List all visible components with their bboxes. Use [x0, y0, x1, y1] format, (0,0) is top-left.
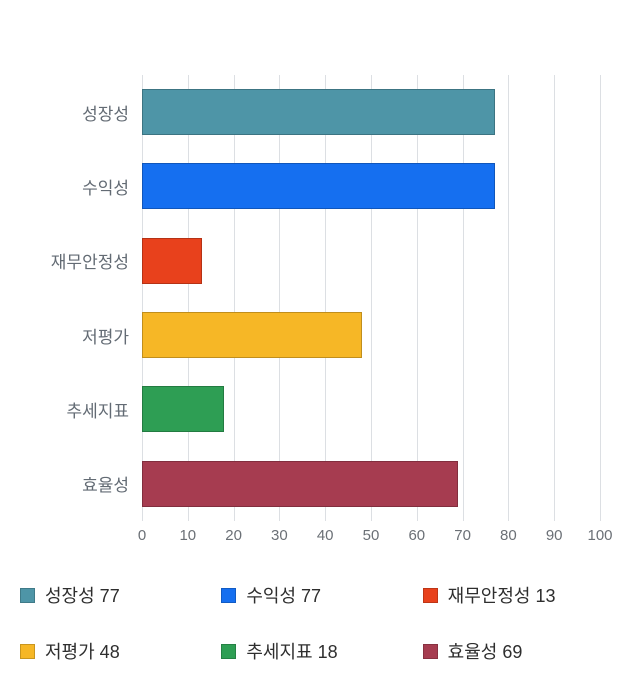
legend-swatch-icon: [221, 643, 237, 659]
gridline: [233, 75, 235, 521]
x-tick-label: 30: [271, 527, 288, 544]
x-tick-label: 70: [454, 527, 471, 544]
legend-label: 수익성 77: [246, 586, 322, 606]
legend-swatch-icon: [422, 643, 438, 659]
gridline: [600, 75, 601, 521]
x-tick-label: 40: [316, 527, 334, 544]
value-axis: 0 10 20 30 40 50 60 70 80 90 100: [138, 521, 613, 551]
x-tick-label: 50: [362, 527, 380, 544]
bar-row: [142, 149, 600, 223]
legend-swatch-icon: [20, 587, 35, 603]
gridline: [508, 75, 510, 521]
category-label: 성장성: [82, 104, 129, 124]
bar-row: [142, 75, 600, 149]
x-tick-label: 60: [408, 527, 426, 544]
x-tick-label: 100: [587, 527, 613, 544]
chart-legend: 성장성 77 수익성 77 재무안정성 13 저평가 48 추세지표 18 효율성 69: [20, 582, 624, 664]
bar-row: [142, 224, 600, 298]
legend-label: 저평가 48: [45, 642, 120, 662]
legend-label: 성장성 77: [45, 586, 120, 606]
category-label: 수익성: [82, 178, 129, 198]
gridline: [187, 75, 189, 521]
category-label: 추세지표: [66, 401, 129, 421]
legend-item: 효율성 69: [422, 638, 624, 664]
gridline: [462, 75, 464, 521]
bar-추세지표: [142, 386, 225, 433]
category-label: 저평가: [82, 327, 129, 347]
legend-swatch-icon: [422, 587, 438, 603]
gridline: [371, 75, 372, 521]
x-tick-label: 80: [500, 527, 517, 544]
legend-swatch-icon: [221, 587, 237, 603]
legend-item: 수익성 77: [221, 582, 422, 608]
legend-label: 효율성 69: [447, 642, 523, 662]
bar-성장성: [142, 89, 495, 136]
gridline: [416, 75, 418, 521]
plot-area: [142, 75, 601, 521]
category-label: 효율성: [82, 476, 129, 496]
legend-item: 재무안정성 13: [422, 582, 624, 608]
legend-item: 성장성 77: [20, 582, 221, 608]
gridline: [325, 75, 327, 521]
legend-item: 추세지표 18: [221, 638, 422, 664]
x-tick-label: 0: [137, 527, 147, 544]
gridline: [554, 75, 556, 521]
legend-swatch-icon: [20, 643, 35, 659]
legend-item: 저평가 48: [20, 638, 221, 664]
gridline: [142, 75, 143, 521]
gridline: [279, 75, 281, 521]
x-tick-label: 20: [225, 527, 242, 544]
x-tick-label: 10: [179, 527, 197, 544]
bar-row: [142, 447, 600, 521]
bar-수익성: [142, 163, 495, 210]
bar-재무안정성: [142, 237, 202, 284]
legend-label: 재무안정성 13: [447, 586, 556, 606]
category-label: 재무안정성: [50, 253, 129, 273]
legend-label: 추세지표 18: [246, 642, 338, 662]
bar-row: [142, 298, 600, 372]
x-tick-label: 90: [545, 527, 563, 544]
bar-row: [142, 372, 600, 446]
bar-저평가: [142, 312, 362, 359]
bar-효율성: [142, 460, 459, 507]
